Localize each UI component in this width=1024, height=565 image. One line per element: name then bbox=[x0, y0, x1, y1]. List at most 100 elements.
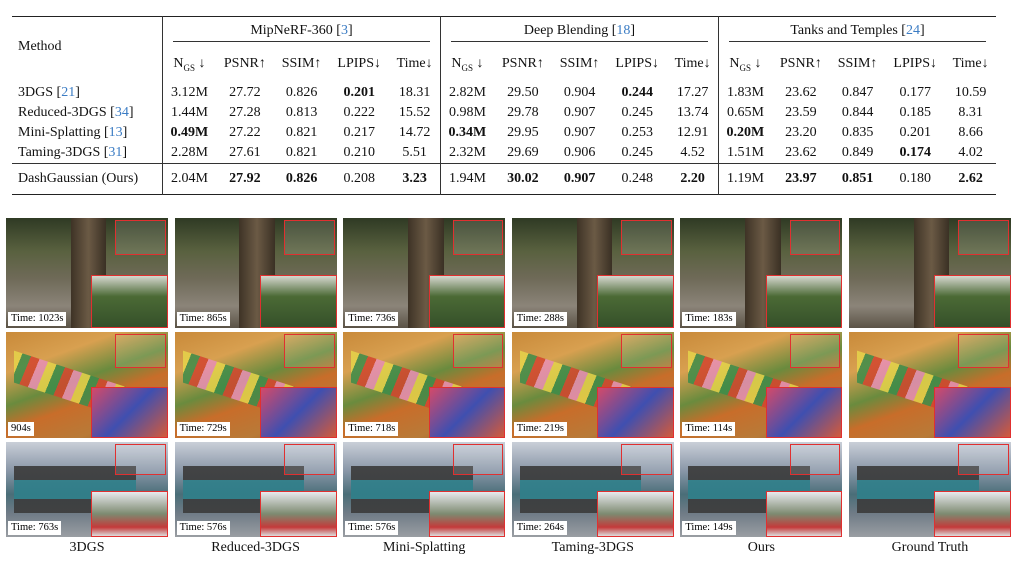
metric-name: Time bbox=[674, 56, 704, 71]
group-header: MipNeRF-360 [3] bbox=[162, 16, 441, 47]
table-row: Reduced-3DGS [34] 1.44M 27.28 0.813 0.222 15.… bbox=[12, 103, 996, 123]
value-cell: 23.97 bbox=[785, 171, 817, 186]
time-label: Time: 114s bbox=[682, 422, 736, 436]
zoom-inset bbox=[597, 491, 674, 537]
value-cell: 4.02 bbox=[958, 145, 983, 160]
value-cell: 29.69 bbox=[507, 145, 539, 160]
value-cell: 2.04M bbox=[161, 163, 216, 195]
value-cell: 3.12M bbox=[161, 77, 216, 103]
value-cell: 0.98M bbox=[439, 103, 494, 123]
metric-arrow: ↑ bbox=[814, 56, 822, 71]
zoom-inset bbox=[934, 275, 1011, 328]
value-cell: 0.201 bbox=[343, 85, 375, 100]
metric-name: N bbox=[451, 55, 462, 71]
time-label: Time: 149s bbox=[682, 521, 736, 535]
metric-header: SSIM↑ bbox=[830, 47, 885, 77]
zoom-inset bbox=[260, 275, 337, 328]
scene-image: 904s bbox=[6, 332, 168, 438]
metric-header: PSNR↑ bbox=[494, 47, 552, 77]
value-cell: 0.245 bbox=[621, 105, 653, 120]
table-row: DashGaussian (Ours) 2.04M 27.92 0.826 0.208 3… bbox=[12, 163, 996, 195]
method-cell: 3DGS [21] bbox=[12, 77, 163, 103]
time-label: Time: 736s bbox=[345, 312, 399, 326]
value-cell: 0.907 bbox=[563, 105, 596, 120]
group-header: Tanks and Temples [24] bbox=[718, 16, 996, 47]
metric-header: NGS ↓ bbox=[717, 47, 772, 77]
value-cell: 2.62 bbox=[958, 171, 983, 186]
metric-header: PSNR↑ bbox=[216, 47, 274, 77]
metric-header: Time↓ bbox=[667, 47, 718, 77]
scene-image bbox=[849, 218, 1011, 328]
value-cell: 2.28M bbox=[161, 143, 216, 164]
value-cell: 27.92 bbox=[229, 171, 261, 186]
metric-header: LPIPS↓ bbox=[885, 47, 945, 77]
method-ref: [34] bbox=[110, 105, 134, 120]
time-label: Time: 264s bbox=[513, 521, 567, 535]
value-cell: 0.210 bbox=[343, 145, 375, 160]
scene-image: Time: 1023s bbox=[6, 218, 168, 328]
time-label: Time: 288s bbox=[513, 312, 567, 326]
time-label: Time: 865s bbox=[176, 312, 230, 326]
zoom-inset bbox=[428, 387, 506, 438]
value-cell: 2.82M bbox=[439, 77, 494, 103]
value-cell: 0.821 bbox=[285, 145, 318, 160]
group-title: MipNeRF-360 [3] bbox=[173, 23, 430, 42]
scene-image: Time: 114s bbox=[680, 332, 843, 438]
value-cell: 8.66 bbox=[958, 125, 983, 140]
scene-image: Time: 576s bbox=[174, 442, 337, 537]
table-row: Mini-Splatting [13] 0.49M 27.22 0.821 0.217 1… bbox=[12, 123, 996, 143]
value-cell: 30.02 bbox=[507, 171, 539, 186]
method-cell: Mini-Splatting [13] bbox=[12, 123, 163, 143]
value-cell: 23.20 bbox=[785, 125, 817, 140]
zoom-inset bbox=[765, 387, 843, 438]
metric-name: SSIM bbox=[559, 56, 593, 71]
table-row: 3DGS [21] 3.12M 27.72 0.826 0.201 18.31 2.82M 2… bbox=[12, 77, 996, 103]
zoom-box bbox=[284, 444, 335, 475]
zoom-inset bbox=[260, 387, 337, 438]
zoom-box bbox=[958, 334, 1009, 368]
table-body: 3DGS [21] 3.12M 27.72 0.826 0.201 18.31 2.82M 2… bbox=[12, 77, 996, 195]
metric-sub: GS bbox=[461, 62, 473, 73]
zoom-inset bbox=[91, 387, 168, 438]
method-ref: [31] bbox=[103, 145, 128, 160]
value-cell: 0.245 bbox=[621, 145, 653, 160]
scene-image: Time: 149s bbox=[680, 442, 843, 537]
column-caption: Ours bbox=[747, 540, 775, 555]
zoom-inset bbox=[91, 491, 168, 537]
value-cell: 0.180 bbox=[899, 171, 931, 186]
metric-name: SSIM bbox=[837, 56, 871, 71]
method-name: Reduced-3DGS bbox=[18, 105, 107, 120]
metric-name: SSIM bbox=[281, 56, 315, 71]
value-cell: 27.28 bbox=[229, 105, 261, 120]
metric-name: PSNR bbox=[501, 56, 537, 71]
zoom-box bbox=[284, 334, 335, 368]
metric-arrow: ↓ bbox=[703, 56, 711, 71]
zoom-box bbox=[452, 444, 504, 475]
value-cell: 0.906 bbox=[563, 145, 596, 160]
value-cell: 0.821 bbox=[285, 125, 318, 140]
metric-arrow: ↓ bbox=[981, 56, 989, 71]
zoom-box bbox=[958, 220, 1009, 255]
value-cell: 0.253 bbox=[621, 125, 653, 140]
method-name: Mini-Splatting bbox=[18, 125, 101, 140]
value-cell: 0.177 bbox=[899, 85, 931, 100]
value-cell: 29.95 bbox=[507, 125, 539, 140]
scene-image: Time: 736s bbox=[343, 218, 506, 328]
time-label: Time: 718s bbox=[345, 422, 399, 436]
value-cell: 2.32M bbox=[439, 143, 494, 164]
time-label: Time: 219s bbox=[513, 422, 567, 436]
value-cell: 1.83M bbox=[717, 77, 772, 103]
metric-name: LPIPS bbox=[337, 56, 374, 71]
value-cell: 5.51 bbox=[402, 145, 427, 160]
group-ref: [24] bbox=[901, 22, 925, 38]
column-caption: Taming-3DGS bbox=[551, 540, 634, 555]
value-cell: 0.20M bbox=[717, 123, 772, 143]
metric-header: LPIPS↓ bbox=[329, 47, 389, 77]
scene-image: Time: 288s bbox=[511, 218, 674, 328]
value-cell: 0.185 bbox=[899, 105, 931, 120]
value-cell: 4.52 bbox=[680, 145, 705, 160]
zoom-inset bbox=[260, 491, 337, 537]
metric-arrow: ↓ bbox=[652, 56, 659, 71]
metric-name: Time bbox=[396, 56, 426, 71]
metric-header: NGS ↓ bbox=[439, 47, 494, 77]
